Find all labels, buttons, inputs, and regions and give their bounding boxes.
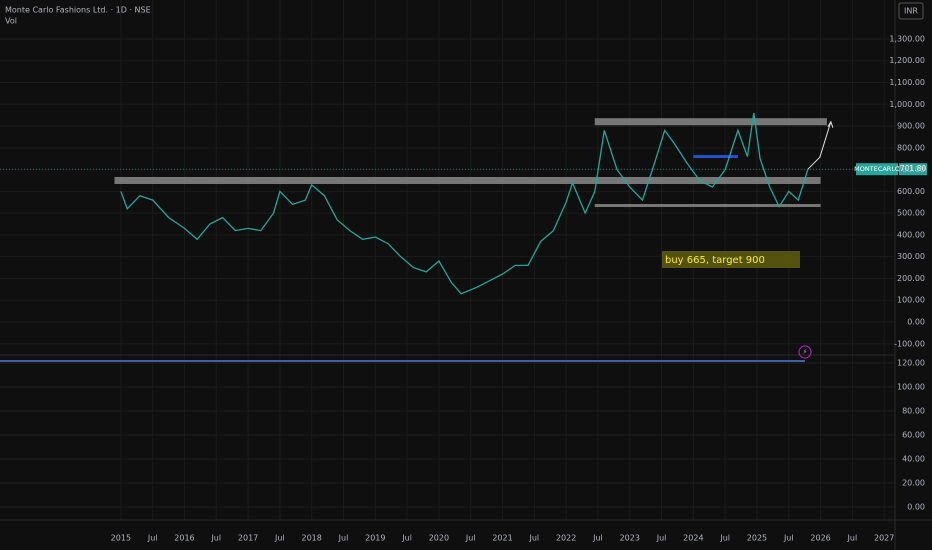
x-tick-label: Jul (210, 534, 221, 543)
x-tick-label: Jul (529, 534, 540, 543)
y-tick-label: 900.00 (897, 122, 925, 131)
y-tick-label: 1,000.00 (889, 100, 925, 109)
projection-arrow (807, 121, 832, 170)
level-zone (114, 176, 821, 184)
y-tick-label: 300.00 (897, 252, 925, 261)
x-tick-label: 2018 (302, 534, 322, 543)
plot: buy 665, target 900 MONTECARLO 701.80 (0, 112, 927, 295)
y-tick-label: 200.00 (897, 274, 925, 283)
y2-tick-label: 120.00 (897, 359, 925, 368)
currency[interactable]: INR (904, 7, 918, 16)
x-tick-label: 2021 (492, 534, 512, 543)
y2-tick-label: 20.00 (902, 479, 925, 488)
x-tick-label: Jul (783, 534, 794, 543)
x-tick-label: 2015 (111, 534, 131, 543)
volume-label: Vol (5, 17, 17, 26)
x-tick-label: Jul (719, 534, 730, 543)
level-zone (594, 204, 821, 208)
y-tick-label: 600.00 (897, 187, 925, 196)
x-tick-label: 2026 (810, 534, 830, 543)
currency-box[interactable] (898, 2, 924, 20)
alert-glyph: ⚡ (803, 348, 808, 356)
annotation-box (662, 251, 800, 268)
x-tick-label: 2017 (238, 534, 258, 543)
x-tick-label: Jul (338, 534, 349, 543)
x-tick-label: Jul (465, 534, 476, 543)
price-tag (899, 163, 927, 176)
x-tick-label: 2016 (174, 534, 194, 543)
y-tick-label: 700.00 (897, 165, 925, 174)
x-tick-label: 2019 (365, 534, 385, 543)
y-tick-label: 1,200.00 (889, 56, 925, 65)
level-zone (693, 155, 738, 159)
y-tick-label: 400.00 (897, 230, 925, 239)
x-tick-label: Jul (847, 534, 858, 543)
x-tick-label: 2020 (429, 534, 449, 543)
x-tick-label: Jul (401, 534, 412, 543)
chart-title: Monte Carlo Fashions Ltd. · 1D · NSE (5, 6, 151, 15)
y-tick-label: 1,300.00 (889, 34, 925, 43)
y2-tick-label: 0.00 (907, 503, 925, 512)
annotation: buy 665, target 900 (665, 255, 765, 266)
x-tick-label: 2027 (874, 534, 894, 543)
y-tick-label: -100.00 (894, 339, 925, 348)
x-tick-label: Jul (656, 534, 667, 543)
x-tick-label: 2024 (683, 534, 703, 543)
y-tick-label: 0.00 (907, 317, 925, 326)
price-label: 701.80 (900, 164, 926, 173)
y2-tick-label: 80.00 (902, 407, 925, 416)
x-tick-label: Jul (147, 534, 158, 543)
y-tick-label: 100.00 (897, 296, 925, 305)
x-tick-label: 2022 (556, 534, 576, 543)
arrow-head (827, 120, 834, 128)
level-zone (594, 118, 827, 126)
y2-tick-label: 40.00 (902, 455, 925, 464)
x-tick-label: Jul (274, 534, 285, 543)
y-tick-label: 800.00 (897, 143, 925, 152)
y-tick-label: 500.00 (897, 209, 925, 218)
price-line (120, 112, 809, 295)
symbol-label: MONTECARLO (854, 165, 900, 173)
x-tick-label: 2025 (747, 534, 767, 543)
symbol-tag (856, 163, 898, 176)
y-tick-label: 1,100.00 (889, 78, 925, 87)
x-tick-label: 2023 (620, 534, 640, 543)
x-tick-label: Jul (592, 534, 603, 543)
alert-icon[interactable] (798, 345, 812, 359)
y2-tick-label: 100.00 (897, 383, 925, 392)
y2-tick-label: 60.00 (902, 431, 925, 440)
